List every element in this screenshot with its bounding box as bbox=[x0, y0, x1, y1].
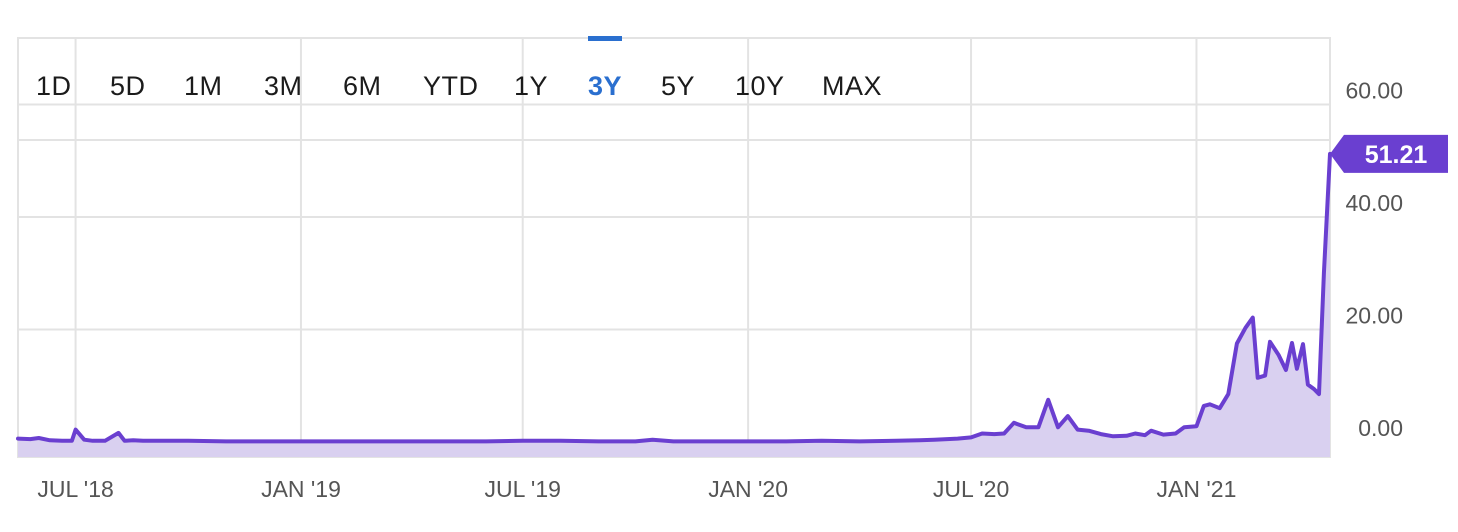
x-tick-label: JUL '20 bbox=[933, 476, 1009, 502]
last-price-badge: 51.21 bbox=[1330, 134, 1448, 173]
x-axis: JUL '18 JAN '19 JUL '19 JAN '20 JUL '20 JAN '… bbox=[37, 476, 1236, 502]
y-axis: 60.00 40.00 20.00 0.00 bbox=[1345, 77, 1403, 440]
range-tab-5y[interactable]: 5Y bbox=[661, 71, 696, 101]
range-tab-1m[interactable]: 1M bbox=[184, 71, 223, 101]
y-tick-label: 20.00 bbox=[1345, 302, 1403, 328]
range-tab-3y[interactable]: 3Y bbox=[588, 71, 623, 101]
series-line bbox=[16, 151, 1332, 444]
range-tab-1d[interactable]: 1D bbox=[36, 71, 72, 101]
x-tick-label: JAN '19 bbox=[261, 476, 341, 502]
x-tick-label: JAN '20 bbox=[708, 476, 788, 502]
range-tab-1y[interactable]: 1Y bbox=[514, 71, 549, 101]
range-selector: 1D 5D 1M 3M 6M YTD 1Y 3Y 5Y 10Y MAX bbox=[0, 62, 900, 110]
y-tick-label: 60.00 bbox=[1345, 77, 1403, 103]
last-price-badge-shape bbox=[1330, 134, 1448, 173]
range-tab-ytd[interactable]: YTD bbox=[423, 71, 479, 101]
series-area bbox=[18, 153, 1330, 457]
range-tab-10y[interactable]: 10Y bbox=[735, 71, 785, 101]
active-tab-indicator bbox=[588, 36, 622, 41]
y-tick-label: 0.00 bbox=[1358, 415, 1403, 441]
x-tick-label: JUL '18 bbox=[37, 476, 113, 502]
range-tab-3m[interactable]: 3M bbox=[264, 71, 303, 101]
series-layer bbox=[16, 151, 1332, 457]
x-tick-label: JAN '21 bbox=[1157, 476, 1237, 502]
range-tab-6m[interactable]: 6M bbox=[343, 71, 382, 101]
range-tab-5d[interactable]: 5D bbox=[110, 71, 146, 101]
y-tick-label: 40.00 bbox=[1345, 190, 1403, 216]
last-price-value: 51.21 bbox=[1365, 141, 1428, 169]
range-tab-max[interactable]: MAX bbox=[822, 71, 883, 101]
x-tick-label: JUL '19 bbox=[484, 476, 560, 502]
